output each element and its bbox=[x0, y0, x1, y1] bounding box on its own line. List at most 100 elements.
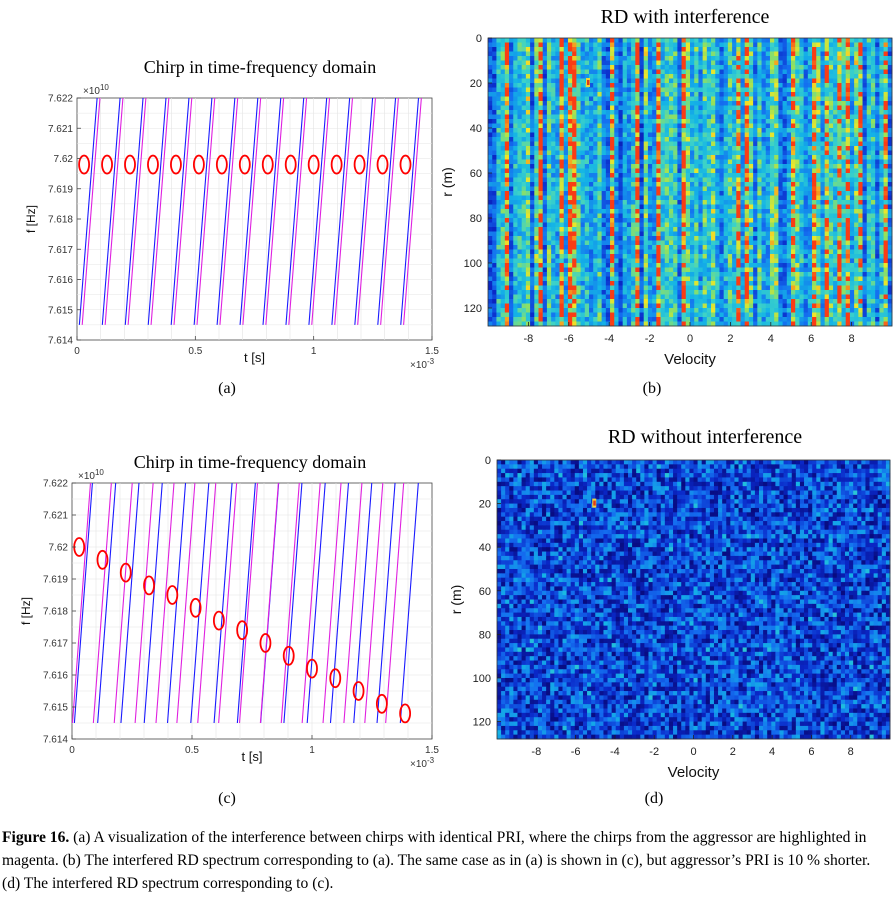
aggressor-chirp bbox=[334, 97, 354, 325]
x-tick-label: -4 bbox=[610, 746, 620, 758]
aggressor-chirp bbox=[173, 97, 193, 325]
victim-chirp bbox=[400, 97, 420, 325]
interference-highlight bbox=[399, 703, 412, 724]
aggressor-chirp bbox=[242, 97, 262, 325]
chart-a: 7.614 7.615 7.616 7.617 7.618 7.619 7.62 7.621 7… bbox=[24, 83, 439, 371]
y-axis-label: f [Hz] bbox=[19, 597, 33, 625]
y-tick-label: 0 bbox=[485, 455, 491, 467]
victim-chirp bbox=[236, 482, 256, 724]
victim-chirp bbox=[354, 97, 374, 325]
y-tick-label: 7.618 bbox=[43, 607, 68, 618]
x-tick-label: -8 bbox=[524, 333, 534, 345]
x-exponent: ×10-3 bbox=[410, 357, 435, 371]
x-tick-label: 1.5 bbox=[425, 346, 439, 357]
x-tick-label: -6 bbox=[564, 333, 574, 345]
target-peak bbox=[593, 500, 596, 506]
aggressor-chirp bbox=[280, 482, 300, 724]
aggressor-chirp bbox=[288, 97, 308, 325]
aggressor-chirp bbox=[380, 97, 399, 325]
victim-chirp bbox=[73, 482, 93, 724]
panel-label-d: (d) bbox=[644, 790, 664, 807]
figure-panel-d: RD without interference -8 -6 -4 -2 0 2 4 6 8 0 20… bbox=[440, 420, 895, 820]
interference-highlight bbox=[353, 154, 366, 175]
y-tick-label: 7.619 bbox=[43, 575, 68, 586]
interference-highlight bbox=[96, 549, 109, 570]
y-tick-label: 100 bbox=[473, 673, 491, 685]
aggressor-chirp bbox=[197, 482, 217, 724]
y-axis-label: f [Hz] bbox=[24, 205, 38, 233]
chart-title-a: Chirp in time-frequency domain bbox=[143, 57, 377, 77]
panel-label-b: (b) bbox=[642, 380, 662, 397]
x-tick-label: 0 bbox=[74, 346, 80, 357]
x-tick-label: 0.5 bbox=[185, 745, 199, 756]
x-tick-label: 0.5 bbox=[188, 346, 202, 357]
victim-chirp bbox=[377, 97, 397, 325]
interference-highlight bbox=[238, 154, 251, 175]
y-tick-label: 7.615 bbox=[48, 305, 73, 316]
y-tick-label: 7.622 bbox=[48, 94, 73, 105]
victim-chirp bbox=[239, 97, 259, 325]
victim-chirp bbox=[329, 482, 350, 724]
victim-chirp bbox=[147, 97, 167, 325]
chart-c: 7.614 7.615 7.616 7.617 7.618 7.619 7.62 7.621 7… bbox=[19, 468, 439, 770]
y-exponent: ×1010 bbox=[78, 468, 104, 482]
x-tick-label: 0 bbox=[687, 333, 693, 345]
victim-chirp bbox=[262, 97, 282, 325]
y-tick-label: 120 bbox=[473, 717, 491, 729]
heatmap-cells bbox=[488, 38, 893, 327]
interference-highlight bbox=[170, 154, 182, 175]
y-tick-label: 7.62 bbox=[54, 154, 74, 165]
victim-chirp bbox=[120, 482, 140, 724]
y-tick-label: 7.618 bbox=[48, 215, 73, 226]
y-tick-label: 40 bbox=[470, 123, 482, 135]
victim-chirp bbox=[193, 97, 213, 325]
x-tick-label: -4 bbox=[604, 333, 614, 345]
x-tick-label: -2 bbox=[649, 746, 659, 758]
y-tick-label: 100 bbox=[464, 258, 482, 270]
interference-highlight bbox=[329, 668, 342, 689]
figure-panel-c: Chirp in time-frequency domain 7.614 7.61… bbox=[0, 420, 440, 820]
x-tick-label: 4 bbox=[768, 333, 774, 345]
y-tick-label: 20 bbox=[470, 78, 482, 90]
x-axis-label: Velocity bbox=[668, 764, 720, 781]
interference-highlight bbox=[375, 693, 388, 714]
interference-highlight bbox=[192, 154, 205, 175]
aggressor-chirp bbox=[104, 97, 124, 325]
y-tick-label: 7.617 bbox=[43, 639, 68, 650]
aggressor-chirp bbox=[113, 482, 133, 724]
x-tick-label: 1 bbox=[311, 346, 317, 357]
y-tick-label: 120 bbox=[464, 303, 482, 315]
x-tick-label: -2 bbox=[645, 333, 655, 345]
interference-highlight bbox=[119, 562, 132, 583]
aggressor-chirp bbox=[301, 482, 321, 724]
panel-label-c: (c) bbox=[218, 790, 236, 807]
victim-chirp bbox=[399, 482, 419, 724]
y-tick-label: 7.614 bbox=[48, 336, 73, 347]
victim-chirp bbox=[213, 482, 233, 724]
caption-text: (a) A visualization of the interference … bbox=[2, 829, 871, 892]
aggressor-chirp bbox=[176, 482, 196, 724]
interference-highlight bbox=[282, 645, 295, 666]
y-tick-label: 7.62 bbox=[49, 543, 69, 554]
aggressor-chirp bbox=[134, 482, 154, 724]
aggressor-chirp bbox=[385, 482, 405, 724]
victim-chirp bbox=[143, 482, 163, 724]
interference-highlight bbox=[236, 620, 249, 641]
interference-highlight bbox=[330, 154, 343, 175]
aggressor-chirp bbox=[311, 97, 331, 325]
victim-chirp bbox=[124, 97, 144, 325]
interference-highlight bbox=[307, 154, 320, 175]
x-exponent-power: -3 bbox=[427, 357, 435, 366]
victim-chirp bbox=[170, 97, 190, 325]
victim-chirp bbox=[101, 97, 121, 325]
y-tick-label: 7.615 bbox=[43, 703, 68, 714]
aggressor-chirp bbox=[81, 97, 101, 325]
x-tick-label: 0 bbox=[690, 746, 696, 758]
figure-panel-b: RD with interference -8 -6 -4 -2 0 2 4 6 8 0 20 40 6… bbox=[440, 0, 895, 400]
interference-highlight bbox=[352, 681, 365, 701]
figure-panel-a: Chirp in time-frequency domain 7.614 7.61… bbox=[0, 0, 440, 400]
x-tick-label: 8 bbox=[848, 746, 854, 758]
aggressor-chirp bbox=[127, 97, 147, 325]
panel-label-a: (a) bbox=[218, 380, 236, 397]
